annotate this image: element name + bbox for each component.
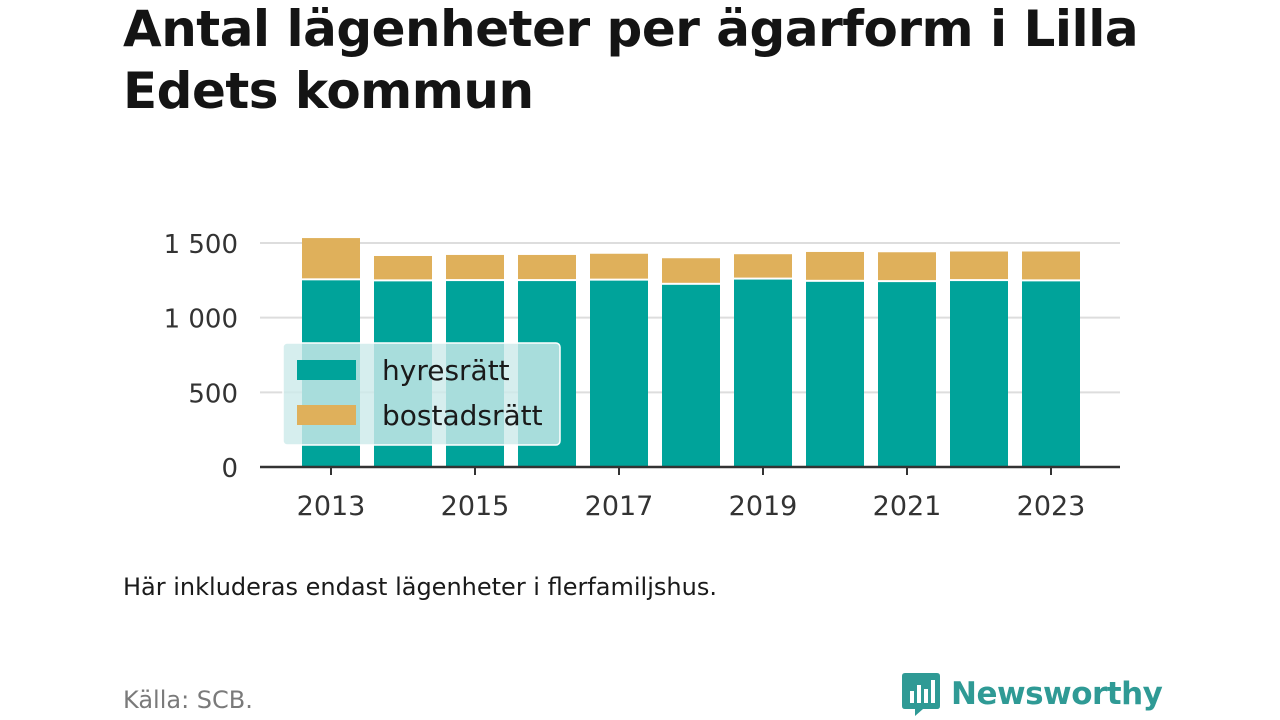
y-tick-label: 1 500 (164, 230, 238, 260)
legend-swatch (297, 405, 356, 425)
x-tick-label: 2023 (1017, 491, 1086, 522)
chart-title: Antal lägenheter per ägarform i Lilla Ed… (123, 0, 1139, 120)
bar-bostadsratt (806, 251, 864, 280)
newsworthy-icon (902, 673, 940, 716)
bar-bostadsratt (446, 254, 504, 280)
bar-hyresratt (1022, 281, 1080, 467)
y-tick-label: 500 (188, 379, 238, 409)
bar-bostadsratt (878, 252, 936, 281)
source-text: Källa: SCB. (123, 686, 253, 714)
x-tick-label: 2021 (873, 491, 942, 522)
x-tick-label: 2017 (585, 491, 654, 522)
bar-bostadsratt (374, 255, 432, 280)
axes: 0 500 1 000 1 500 2013 2015 2017 2019 2021 2023 (164, 230, 1120, 522)
legend-swatch (297, 360, 356, 380)
newsworthy-logo: Newsworthy (901, 670, 1163, 718)
x-tick-label: 2013 (297, 491, 366, 522)
bar-hyresratt (590, 280, 648, 467)
chart-note: Här inkluderas endast lägenheter i flerf… (123, 573, 717, 601)
bar-bostadsratt (662, 258, 720, 283)
bar-bostadsratt (734, 254, 792, 278)
bar-bostadsratt (950, 251, 1008, 280)
bar-hyresratt (662, 284, 720, 467)
legend-item-hyresratt: hyresrätt (382, 354, 510, 387)
brand-name: Newsworthy (951, 676, 1163, 712)
legend-item-bostadsratt: bostadsrätt (382, 399, 543, 432)
x-tick-label: 2015 (441, 491, 510, 522)
bar-hyresratt (806, 281, 864, 467)
bar-hyresratt (878, 282, 936, 467)
bar-bostadsratt (1022, 251, 1080, 280)
y-tick-label: 1 000 (164, 305, 238, 335)
x-tick-label: 2019 (729, 491, 798, 522)
legend: hyresrätt bostadsrätt (282, 342, 561, 446)
bar-bostadsratt (590, 253, 648, 279)
y-tick-label: 0 (221, 454, 238, 484)
bar-hyresratt (950, 281, 1008, 467)
bar-hyresratt (734, 279, 792, 467)
bar-bostadsratt (302, 238, 360, 279)
bar-bostadsratt (518, 254, 576, 280)
